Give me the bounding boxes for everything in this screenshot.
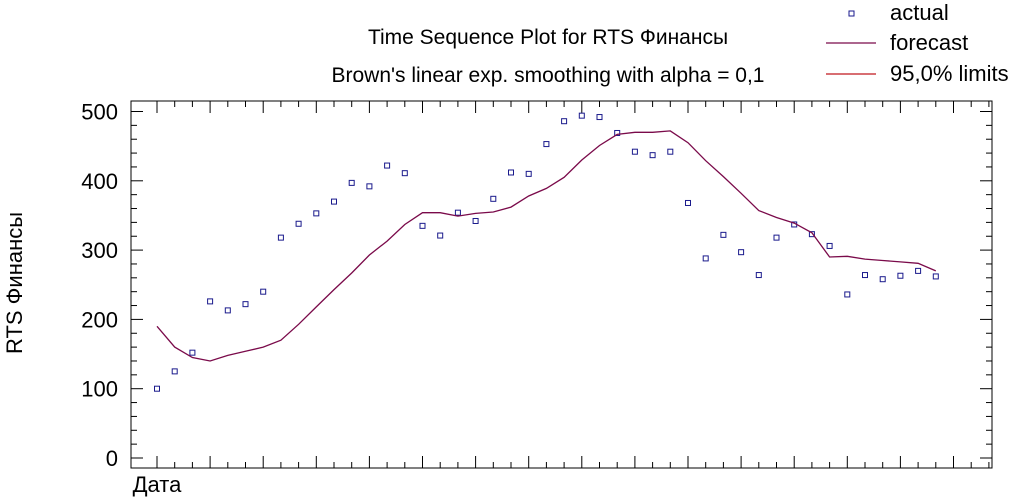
legend-label: actual <box>890 0 949 25</box>
series-point-actual <box>207 298 214 305</box>
series-point-actual <box>295 220 302 227</box>
series-point-actual <box>649 152 656 159</box>
y-tick-label: 300 <box>81 238 118 263</box>
series-point-actual <box>720 231 727 238</box>
series-point-actual <box>543 141 550 148</box>
series-point-actual <box>738 249 745 256</box>
series-point-actual <box>242 301 249 308</box>
legend-label: 95,0% limits <box>890 61 1009 86</box>
series-point-actual <box>915 267 922 274</box>
series-line-forecast <box>156 130 937 362</box>
series-point-actual <box>685 199 691 206</box>
y-axis-label: RTS Финансы <box>2 212 27 354</box>
chart-title: Time Sequence Plot for RTS Финансы <box>368 26 728 49</box>
series-point-actual <box>525 170 532 177</box>
series-point-actual <box>384 162 391 169</box>
series-point-actual <box>472 217 479 224</box>
series-point-actual <box>224 307 231 314</box>
series-point-actual <box>366 183 373 190</box>
x-axis-label: Дата <box>133 472 182 497</box>
series-point-actual <box>826 242 833 249</box>
series-point-actual <box>313 210 320 217</box>
series-point-actual <box>154 385 160 392</box>
series-point-actual <box>702 255 709 262</box>
y-tick-label: 200 <box>81 307 118 332</box>
legend: actual forecast 95,0% limits <box>826 0 1009 86</box>
series-point-actual <box>808 231 815 238</box>
series-point-actual <box>401 170 408 177</box>
series-point-actual <box>348 179 355 186</box>
series-point-actual <box>490 195 497 202</box>
y-tick-label: 100 <box>81 377 118 402</box>
series-point-actual <box>277 234 284 241</box>
series-point-actual <box>419 222 426 229</box>
series-point-actual <box>667 148 674 155</box>
series-point-actual <box>331 198 337 205</box>
series-point-actual <box>773 234 780 241</box>
series-point-actual <box>454 209 461 216</box>
chart-subtitle: Brown's linear exp. smoothing with alpha… <box>331 64 764 87</box>
series-point-actual <box>614 129 621 136</box>
series-point-actual <box>171 368 178 375</box>
x-axis <box>156 101 990 468</box>
y-tick-label: 500 <box>81 100 118 125</box>
series-point-actual <box>932 273 939 280</box>
series-point-actual <box>561 118 568 125</box>
series-point-actual <box>508 169 514 176</box>
series-point-actual <box>596 114 603 121</box>
series-point-actual <box>844 291 851 298</box>
plot-frame <box>130 100 993 469</box>
y-tick-label: 400 <box>81 169 118 194</box>
series-point-actual <box>578 112 585 119</box>
series-layer <box>154 112 939 392</box>
legend-label: forecast <box>890 30 968 55</box>
series-point-actual <box>897 272 904 279</box>
series-point-actual <box>755 272 762 279</box>
series-point-actual <box>862 272 868 279</box>
series-point-actual <box>437 232 444 239</box>
legend-swatch-actual <box>848 10 855 17</box>
y-axis: 0 100 200 300 400 500 <box>81 100 992 471</box>
y-tick-label: 0 <box>106 446 118 471</box>
series-point-actual <box>260 288 267 295</box>
series-point-actual <box>879 276 886 283</box>
series-point-actual <box>631 148 638 155</box>
series-point-actual <box>189 349 196 356</box>
